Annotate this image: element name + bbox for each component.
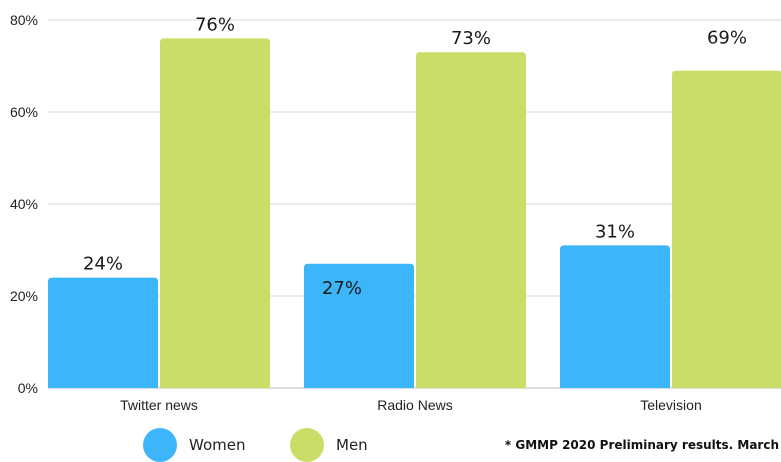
bar-men [672,70,781,388]
x-tick-label: Television [640,397,701,413]
y-axis-ticks: 0% 20% 40% 60% 80% [10,12,38,396]
bars [48,38,781,389]
data-label: 24% [83,254,123,275]
data-labels: 24% 76% 27% 73% 31% 69% [83,14,747,298]
bar-women [48,277,158,388]
y-tick-label: 40% [10,196,38,212]
data-label: 31% [595,221,635,242]
x-axis-ticks: Twitter news Radio News Television [120,397,702,413]
bar-women [304,263,414,388]
data-label: 27% [322,278,362,299]
bar-men [416,52,526,388]
x-tick-label: Radio News [377,397,452,413]
data-label: 69% [707,28,747,49]
y-tick-label: 80% [10,12,38,28]
footnote: * GMMP 2020 Preliminary results. March [504,438,779,452]
bar-women [560,245,670,388]
y-tick-label: 60% [10,104,38,120]
bar-men [160,38,270,389]
x-tick-label: Twitter news [120,397,198,413]
data-label: 73% [451,28,491,49]
y-tick-label: 0% [18,380,38,396]
data-label: 76% [195,14,235,35]
y-tick-label: 20% [10,288,38,304]
